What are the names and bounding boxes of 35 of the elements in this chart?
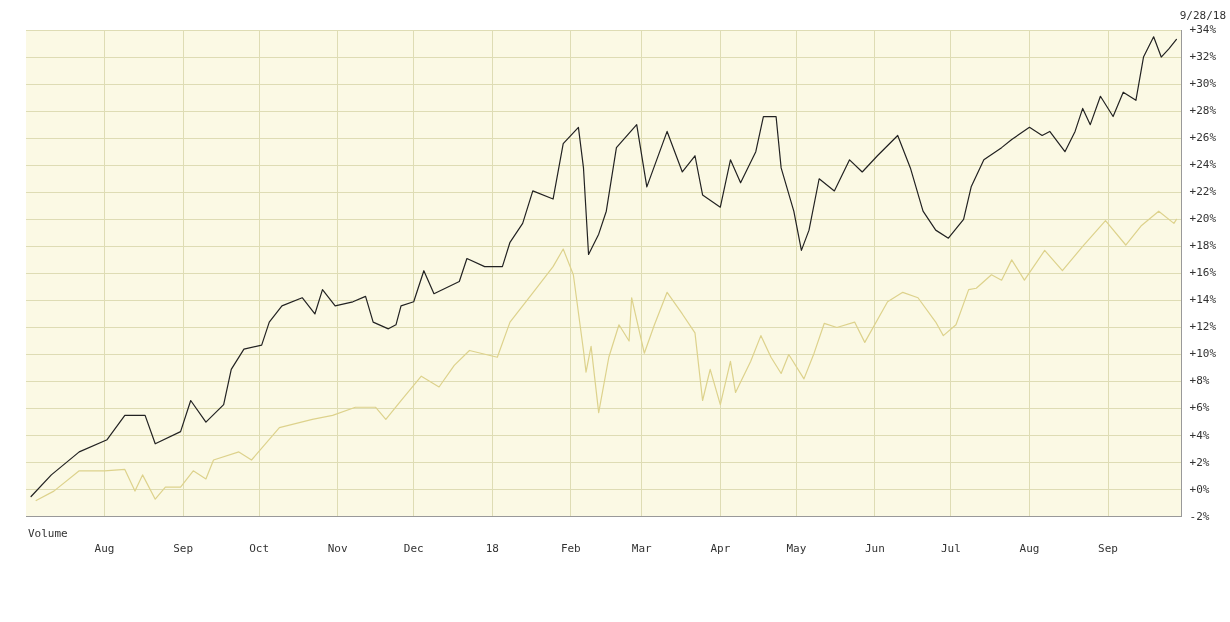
x-tick-label: Aug [1019,542,1040,556]
y-tick-label: +26% [1189,131,1217,145]
x-tick-label: Dec [403,542,424,556]
y-tick-label: +12% [1189,320,1217,334]
x-tick-label: Jun [864,542,885,556]
text: Volume [28,526,68,540]
y-tick-label: +18% [1189,239,1217,253]
y-tick-label: +32% [1189,49,1217,63]
y-tick-label: -2% [1189,509,1210,523]
y-tick-label: +14% [1189,293,1217,307]
x-tick-label: May [786,542,807,556]
x-tick-label: Feb [560,542,581,556]
y-tick-label: +22% [1189,185,1217,199]
x-tick-label: Sep [173,542,194,556]
y-tick-label: +34% [1189,22,1217,36]
y-tick-label: +2% [1189,455,1210,469]
x-tick-label: Mar [631,542,653,556]
y-tick-label: +6% [1189,401,1210,415]
y-tick-label: +0% [1189,482,1210,496]
x-tick-label: Sep [1098,542,1118,556]
x-tick-label: Oct [249,542,270,556]
y-tick-label: +24% [1189,158,1217,172]
x-tick-label: Apr [710,542,731,556]
x-tick-label: Aug [94,542,115,556]
text: 9/28/18 [1179,9,1226,23]
y-tick-label: +30% [1189,76,1217,90]
x-tick-label: Nov [327,542,348,556]
x-tick-label: 18 [485,542,499,556]
x-tick-label: Jul [940,542,961,556]
y-tick-label: +28% [1189,103,1217,117]
y-tick-label: +20% [1189,212,1217,226]
y-tick-label: +4% [1189,428,1210,442]
y-tick-label: +8% [1189,374,1210,388]
y-tick-label: +16% [1189,266,1217,280]
y-tick-label: +10% [1189,347,1217,361]
